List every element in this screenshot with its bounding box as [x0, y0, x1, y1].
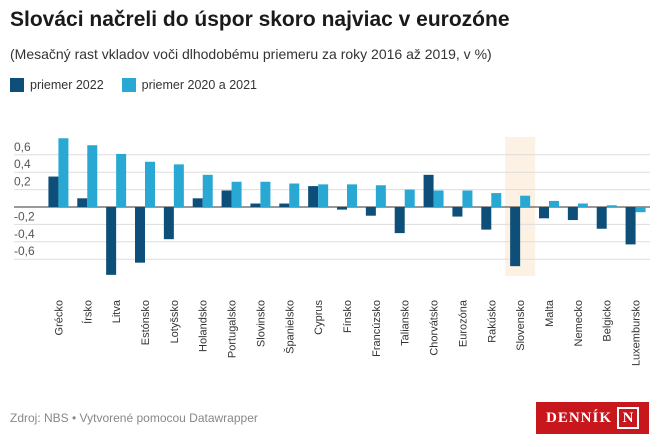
bar-2022 — [423, 174, 434, 207]
y-tick-label: 0,6 — [14, 140, 31, 154]
x-tick-label: Chorvátsko — [429, 300, 441, 356]
bar-2020-2021 — [433, 190, 444, 207]
x-tick-label: Holandsko — [198, 300, 210, 352]
bar-2020-2021 — [260, 181, 271, 207]
legend-label-2020-2021: priemer 2020 a 2021 — [141, 78, 258, 92]
bar-2022 — [452, 207, 463, 217]
bar-2022 — [163, 207, 174, 240]
y-tick-label: 0,4 — [14, 157, 31, 171]
bar-2020-2021 — [375, 185, 386, 207]
bar-2020-2021 — [87, 145, 98, 207]
bar-2022 — [625, 207, 636, 245]
x-tick-label: Litva — [111, 299, 123, 323]
bar-2022 — [77, 198, 88, 207]
bar-2020-2021 — [202, 174, 213, 207]
x-tick-label: Eurozóna — [457, 299, 469, 347]
bar-2022 — [221, 190, 232, 207]
x-tick-label: Estónsko — [140, 300, 152, 345]
bar-2020-2021 — [491, 193, 502, 207]
bar-2022 — [135, 207, 145, 263]
x-tick-label: Luxembursko — [631, 300, 643, 366]
bar-2022 — [308, 186, 319, 207]
bar-chart: 0,6 0,4 0,2 -0,2 -0,4 -0,6 Grécko Írsko Litva Est… — [14, 137, 650, 366]
y-tick-label: -0,6 — [14, 244, 35, 258]
y-tick-label: -0,4 — [14, 227, 35, 241]
bar-2020-2021 — [606, 205, 617, 207]
x-tick-label: Nemecko — [573, 300, 585, 346]
dennik-n-logo[interactable]: DENNÍK N — [536, 402, 649, 434]
y-tick-label: -0,2 — [14, 209, 35, 223]
bar-2022 — [510, 207, 521, 267]
x-tick-label: Malta — [544, 299, 556, 327]
bar-2022 — [250, 203, 261, 207]
x-tick-label: Lotyšsko — [169, 300, 181, 343]
y-tick-label: 0,2 — [14, 175, 31, 189]
bar-2022 — [365, 207, 376, 216]
bar-2022 — [192, 198, 203, 207]
bar-2022 — [48, 176, 59, 207]
bar-2020-2021 — [549, 200, 559, 207]
x-tick-label: Slovensko — [515, 300, 527, 351]
legend-swatch-2020-2021 — [121, 78, 136, 92]
x-tick-label: Fínsko — [342, 300, 354, 333]
legend-item-2022: priemer 2022 — [10, 78, 104, 92]
bar-2020-2021 — [289, 183, 300, 207]
bar-2020-2021 — [173, 164, 184, 207]
x-tick-label: Francúzsko — [371, 300, 383, 357]
bar-2022 — [539, 207, 549, 219]
x-tick-label: Slovinsko — [255, 300, 267, 347]
x-tick-label: Írsko — [81, 300, 94, 324]
bar-2020-2021 — [58, 138, 69, 207]
bar-2020-2021 — [404, 189, 415, 207]
bar-2022 — [394, 207, 405, 234]
legend-label-2022: priemer 2022 — [30, 78, 104, 92]
x-tick-label: Grécko — [53, 300, 65, 335]
x-tick-label: Cyprus — [313, 300, 325, 335]
x-tick-label: Belgicko — [602, 300, 614, 342]
bar-2020-2021 — [462, 190, 473, 207]
x-tick-label: Rakúsko — [486, 300, 498, 343]
bar-2020-2021 — [635, 207, 646, 213]
bar-2022 — [596, 207, 607, 229]
bar-2022 — [279, 203, 290, 207]
bar-2022 — [106, 207, 117, 275]
x-tick-label: Portugalsko — [227, 300, 239, 358]
bar-2020-2021 — [347, 184, 357, 207]
logo-text: DENNÍK — [545, 409, 612, 426]
bar-2022 — [481, 207, 492, 230]
bar-2022 — [337, 207, 347, 210]
logo-n-mark: N — [617, 407, 639, 429]
legend-swatch-2022 — [10, 78, 24, 92]
bar-2020-2021 — [116, 153, 127, 207]
bar-2020-2021 — [231, 181, 242, 207]
bar-2020-2021 — [145, 161, 155, 207]
bar-2022 — [567, 207, 578, 221]
source-note: Zdroj: NBS • Vytvorené pomocou Datawrapp… — [10, 411, 258, 425]
chart-title: Slováci načreli do úspor skoro najviac v… — [10, 8, 510, 31]
legend-item-2020-2021: priemer 2020 a 2021 — [121, 78, 258, 92]
legend: priemer 2022 priemer 2020 a 2021 — [10, 78, 257, 92]
chart-subtitle: (Mesačný rast vkladov voči dlhodobému pr… — [10, 46, 492, 62]
bar-2020-2021 — [577, 203, 588, 207]
x-tick-label: Taliansko — [400, 300, 412, 346]
bar-2020-2021 — [520, 195, 531, 207]
x-tick-label: Španielsko — [283, 300, 296, 354]
bar-2020-2021 — [318, 184, 329, 207]
